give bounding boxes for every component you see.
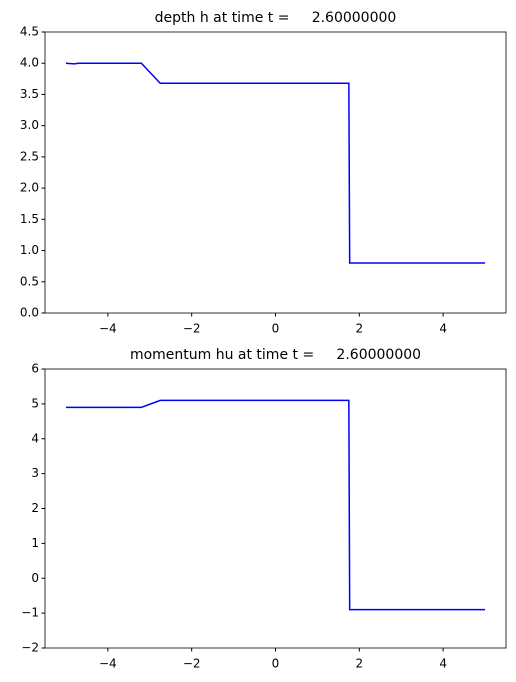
x-tick-label: 4	[439, 322, 447, 336]
y-tick-label: 4.5	[20, 25, 39, 39]
data-line	[65, 62, 486, 264]
y-tick-label: 3.5	[20, 87, 39, 101]
y-tick-label: 3.0	[20, 118, 39, 132]
y-tick-label: 0	[31, 571, 39, 585]
y-tick-label: 4.0	[20, 56, 39, 70]
x-tick-label: −4	[99, 657, 117, 671]
x-tick-label: 4	[439, 657, 447, 671]
y-tick-label: 2.0	[20, 181, 39, 195]
y-tick-label: 1.5	[20, 212, 39, 226]
chart-title: momentum hu at time t = 2.60000000	[130, 347, 421, 363]
y-tick-label: −1	[21, 606, 39, 620]
axes-frame	[44, 368, 507, 649]
y-tick-label: 4	[31, 431, 39, 445]
y-tick-label: 5	[31, 396, 39, 410]
data-line	[65, 399, 486, 611]
y-tick-label: −2	[21, 641, 39, 655]
y-tick-label: 1.0	[20, 243, 39, 257]
axes-frame	[44, 31, 507, 314]
y-tick-label: 0.5	[20, 274, 39, 288]
x-tick-label: 2	[355, 657, 363, 671]
x-tick-label: 0	[272, 657, 280, 671]
x-tick-label: −2	[183, 322, 201, 336]
y-tick-label: 6	[31, 362, 39, 376]
y-tick-label: 2.5	[20, 149, 39, 163]
x-tick-label: −2	[183, 657, 201, 671]
y-tick-label: 2	[31, 501, 39, 515]
y-tick-label: 1	[31, 536, 39, 550]
y-tick-label: 0.0	[20, 306, 39, 320]
x-tick-label: 2	[355, 322, 363, 336]
chart-title: depth h at time t = 2.60000000	[155, 10, 397, 26]
y-tick-label: 3	[31, 466, 39, 480]
x-tick-label: −4	[99, 322, 117, 336]
x-tick-label: 0	[272, 322, 280, 336]
